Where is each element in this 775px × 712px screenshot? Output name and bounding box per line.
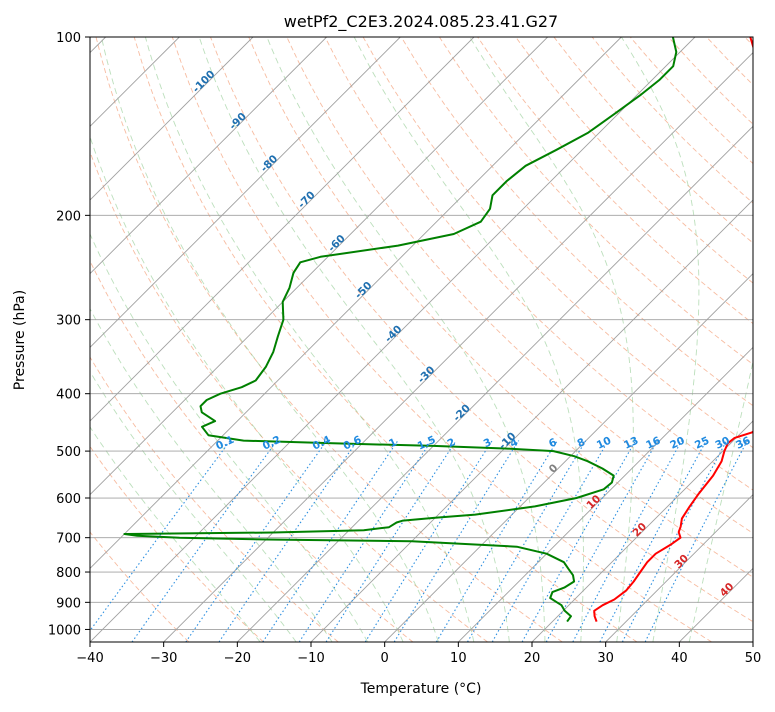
x-axis-label: Temperature (°C) — [360, 681, 482, 697]
chart-title: wetPf2_C2E3.2024.085.23.41.G27 — [284, 12, 558, 32]
y-tick-label: 500 — [56, 445, 81, 460]
y-axis-label: Pressure (hPa) — [12, 290, 28, 390]
x-tick-label: −10 — [297, 651, 324, 666]
y-tick-label: 800 — [56, 566, 81, 581]
x-tick-label: −30 — [150, 651, 177, 666]
x-tick-label: 10 — [450, 651, 467, 666]
x-tick-label: 20 — [524, 651, 541, 666]
x-tick-label: 40 — [671, 651, 688, 666]
y-tick-label: 1000 — [48, 623, 81, 638]
y-tick-label: 700 — [56, 532, 81, 547]
y-tick-label: 600 — [56, 492, 81, 507]
y-tick-label: 400 — [56, 388, 81, 403]
x-tick-label: −40 — [76, 651, 103, 666]
x-tick-label: −20 — [224, 651, 251, 666]
x-tick-label: 50 — [745, 651, 762, 666]
y-tick-label: 300 — [56, 314, 81, 329]
y-tick-label: 900 — [56, 596, 81, 611]
y-tick-label: 200 — [56, 209, 81, 224]
y-tick-label: 100 — [56, 31, 81, 46]
x-tick-label: 30 — [597, 651, 614, 666]
x-tick-label: 0 — [381, 651, 389, 666]
